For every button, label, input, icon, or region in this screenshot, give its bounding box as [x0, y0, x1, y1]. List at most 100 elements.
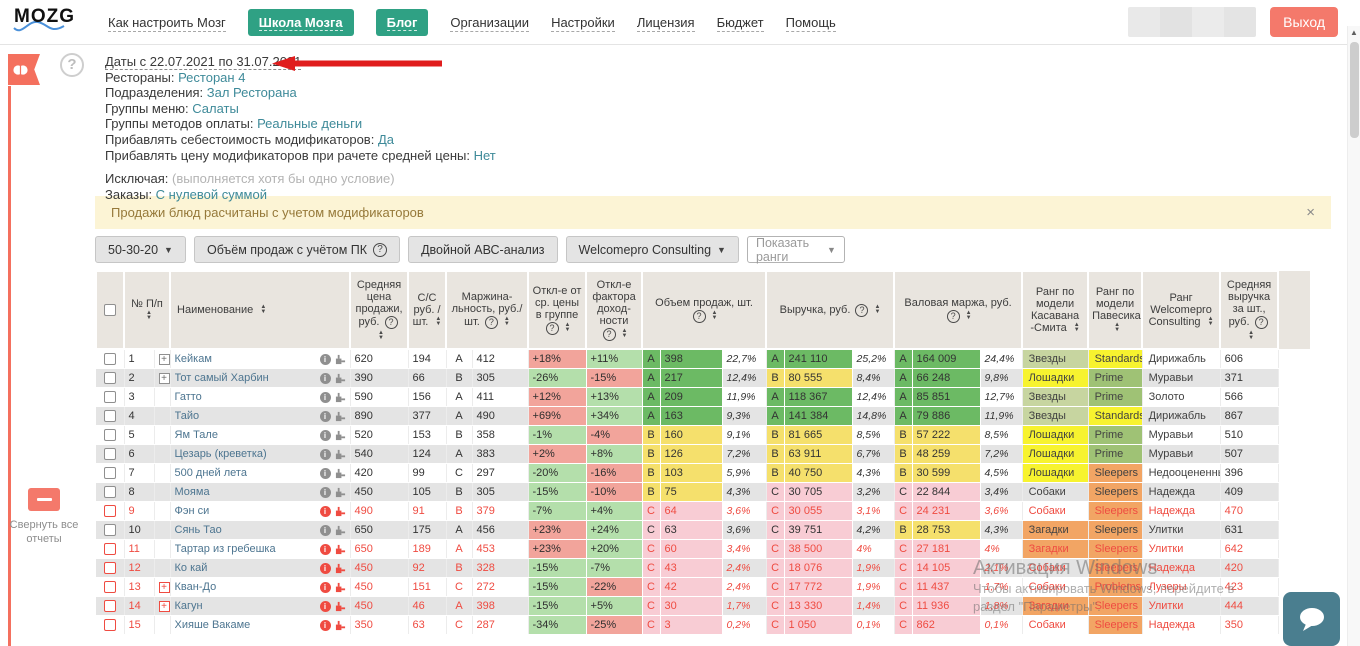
info-icon[interactable]: i [319, 353, 331, 365]
column-help-icon[interactable]: ? [545, 321, 559, 335]
column-header[interactable]: Маржина- льность, руб./шт. ? ▲ ▼ [445, 270, 530, 350]
column-header[interactable]: Средняя цена продажи, руб. ? ▲ ▼ [349, 270, 410, 350]
info-icon[interactable]: i [319, 372, 331, 384]
column-help-icon[interactable]: ? [692, 309, 706, 323]
structure-icon[interactable] [335, 525, 346, 536]
dish-name-link[interactable]: Кагун [174, 600, 203, 612]
expand-icon[interactable]: + [158, 354, 170, 365]
column-help-icon[interactable]: ? [946, 309, 960, 323]
sort-icon[interactable]: ▲ ▼ [1114, 322, 1121, 334]
scrollbar-thumb[interactable] [1349, 42, 1359, 138]
nav-button[interactable]: Блог [375, 8, 429, 36]
vertical-scrollbar[interactable]: ▲ [1347, 26, 1360, 646]
column-header[interactable]: Валовая маржа, руб. ? ▲ ▼ [893, 270, 1024, 350]
column-header[interactable]: Откл-е фактора доход- ности ? ▲ ▼ [585, 270, 644, 350]
row-checkbox[interactable] [103, 581, 116, 594]
structure-icon[interactable] [335, 449, 346, 460]
info-icon[interactable]: i [319, 619, 331, 631]
sort-icon[interactable]: ▲ ▼ [711, 309, 718, 321]
nav-link[interactable]: Помощь [785, 14, 836, 32]
dish-name-link[interactable]: Кейкам [174, 353, 212, 365]
row-checkbox[interactable] [103, 600, 116, 613]
structure-icon[interactable] [335, 411, 346, 422]
row-checkbox[interactable] [103, 562, 116, 575]
dish-name-link[interactable]: Фэн си [174, 505, 210, 517]
row-checkbox[interactable] [103, 391, 116, 404]
dish-name-link[interactable]: Гатто [174, 391, 202, 403]
toolbar-button[interactable]: Объём продаж с учётом ПК? [193, 236, 401, 263]
row-checkbox[interactable] [103, 410, 116, 423]
sort-icon[interactable]: ▲ ▼ [435, 316, 442, 328]
toolbar-button[interactable]: 50-30-20 ▼ [95, 236, 186, 263]
row-checkbox[interactable] [103, 448, 116, 461]
row-checkbox[interactable] [103, 505, 116, 518]
column-header[interactable]: С/С руб. /шт. ▲ ▼ [407, 270, 448, 350]
expand-icon[interactable]: + [158, 601, 170, 612]
dish-name-link[interactable]: Тайо [174, 410, 200, 422]
sort-icon[interactable]: ▲ ▼ [503, 315, 510, 327]
banner-close-icon[interactable]: × [1306, 204, 1315, 221]
structure-icon[interactable] [335, 354, 346, 365]
sort-icon[interactable]: ▲ ▼ [260, 304, 267, 316]
info-icon[interactable]: i [319, 429, 331, 441]
row-checkbox[interactable] [103, 429, 116, 442]
sort-icon[interactable]: ▲ ▼ [965, 309, 972, 321]
dish-name-link[interactable]: Ям Тале [174, 429, 218, 441]
structure-icon[interactable] [335, 506, 346, 517]
column-header[interactable]: Наименование ▲ ▼ [169, 270, 352, 350]
dish-name-link[interactable]: Цезарь (креветка) [174, 448, 267, 460]
info-icon[interactable]: i [319, 505, 331, 517]
row-checkbox[interactable] [103, 353, 116, 366]
dish-name-link[interactable]: Тартар из гребешка [174, 543, 276, 555]
structure-icon[interactable] [335, 582, 346, 593]
sort-icon[interactable]: ▲ ▼ [1073, 322, 1080, 334]
nav-link[interactable]: Лицензия [636, 14, 695, 32]
info-icon[interactable]: i [319, 467, 331, 479]
nav-button[interactable]: Школа Мозга [247, 8, 354, 36]
report-ribbon[interactable] [8, 54, 40, 85]
row-checkbox[interactable] [103, 372, 116, 385]
row-checkbox[interactable] [103, 524, 116, 537]
sort-icon[interactable]: ▲ ▼ [1207, 316, 1214, 328]
info-icon[interactable]: i [319, 524, 331, 536]
structure-icon[interactable] [335, 620, 346, 631]
structure-icon[interactable] [335, 373, 346, 384]
column-help-icon[interactable]: ? [855, 303, 869, 317]
filter-dates-link[interactable]: Даты с 22.07.2021 по 31.07.2021 [105, 54, 302, 70]
dish-name-link[interactable]: Хияше Вакаме [174, 619, 251, 631]
structure-icon[interactable] [335, 392, 346, 403]
structure-icon[interactable] [335, 487, 346, 498]
row-checkbox[interactable] [103, 467, 116, 480]
info-icon[interactable]: i [319, 410, 331, 422]
chat-widget-button[interactable] [1283, 592, 1340, 646]
toolbar-button[interactable]: Двойной АВС-анализ [408, 236, 558, 263]
column-help-icon[interactable]: ? [484, 315, 498, 329]
dish-name-link[interactable]: Ко кай [174, 562, 208, 574]
dish-name-link[interactable]: Тот самый Харбин [174, 372, 269, 384]
column-header[interactable]: Ранг по модели Касавана -Смита ▲ ▼ [1021, 270, 1090, 350]
info-icon[interactable]: i [319, 391, 331, 403]
logout-button[interactable]: Выход [1270, 7, 1338, 37]
column-help-icon[interactable]: ? [384, 315, 398, 329]
info-icon[interactable]: i [319, 562, 331, 574]
help-icon[interactable]: ? [60, 53, 84, 77]
column-header[interactable]: Ранг Welcomepro Consulting ▲ ▼ [1141, 270, 1222, 350]
show-ranks-select[interactable]: Показать ранги ▼ [746, 236, 845, 264]
sort-icon[interactable]: ▲ ▼ [874, 303, 881, 315]
info-icon[interactable]: i [319, 581, 331, 593]
info-icon[interactable]: i [319, 600, 331, 612]
column-header[interactable]: № П/п ▲ ▼ [122, 270, 172, 350]
mozg-logo[interactable]: MOZG [13, 6, 80, 38]
collapse-reports-button[interactable] [28, 488, 60, 511]
nav-link[interactable]: Как настроить Мозг [108, 14, 226, 32]
row-checkbox[interactable] [103, 619, 116, 632]
structure-icon[interactable] [335, 601, 346, 612]
scroll-up-icon[interactable]: ▲ [1350, 28, 1358, 37]
column-help-icon[interactable]: ? [602, 327, 616, 341]
dish-name-link[interactable]: Кван-До [174, 581, 217, 593]
dish-name-link[interactable]: Мояма [174, 486, 210, 498]
nav-link[interactable]: Настройки [551, 14, 615, 32]
info-icon[interactable]: i [319, 486, 331, 498]
sort-icon[interactable]: ▲ ▼ [621, 327, 628, 339]
sort-icon[interactable]: ▲ ▼ [1248, 329, 1255, 341]
